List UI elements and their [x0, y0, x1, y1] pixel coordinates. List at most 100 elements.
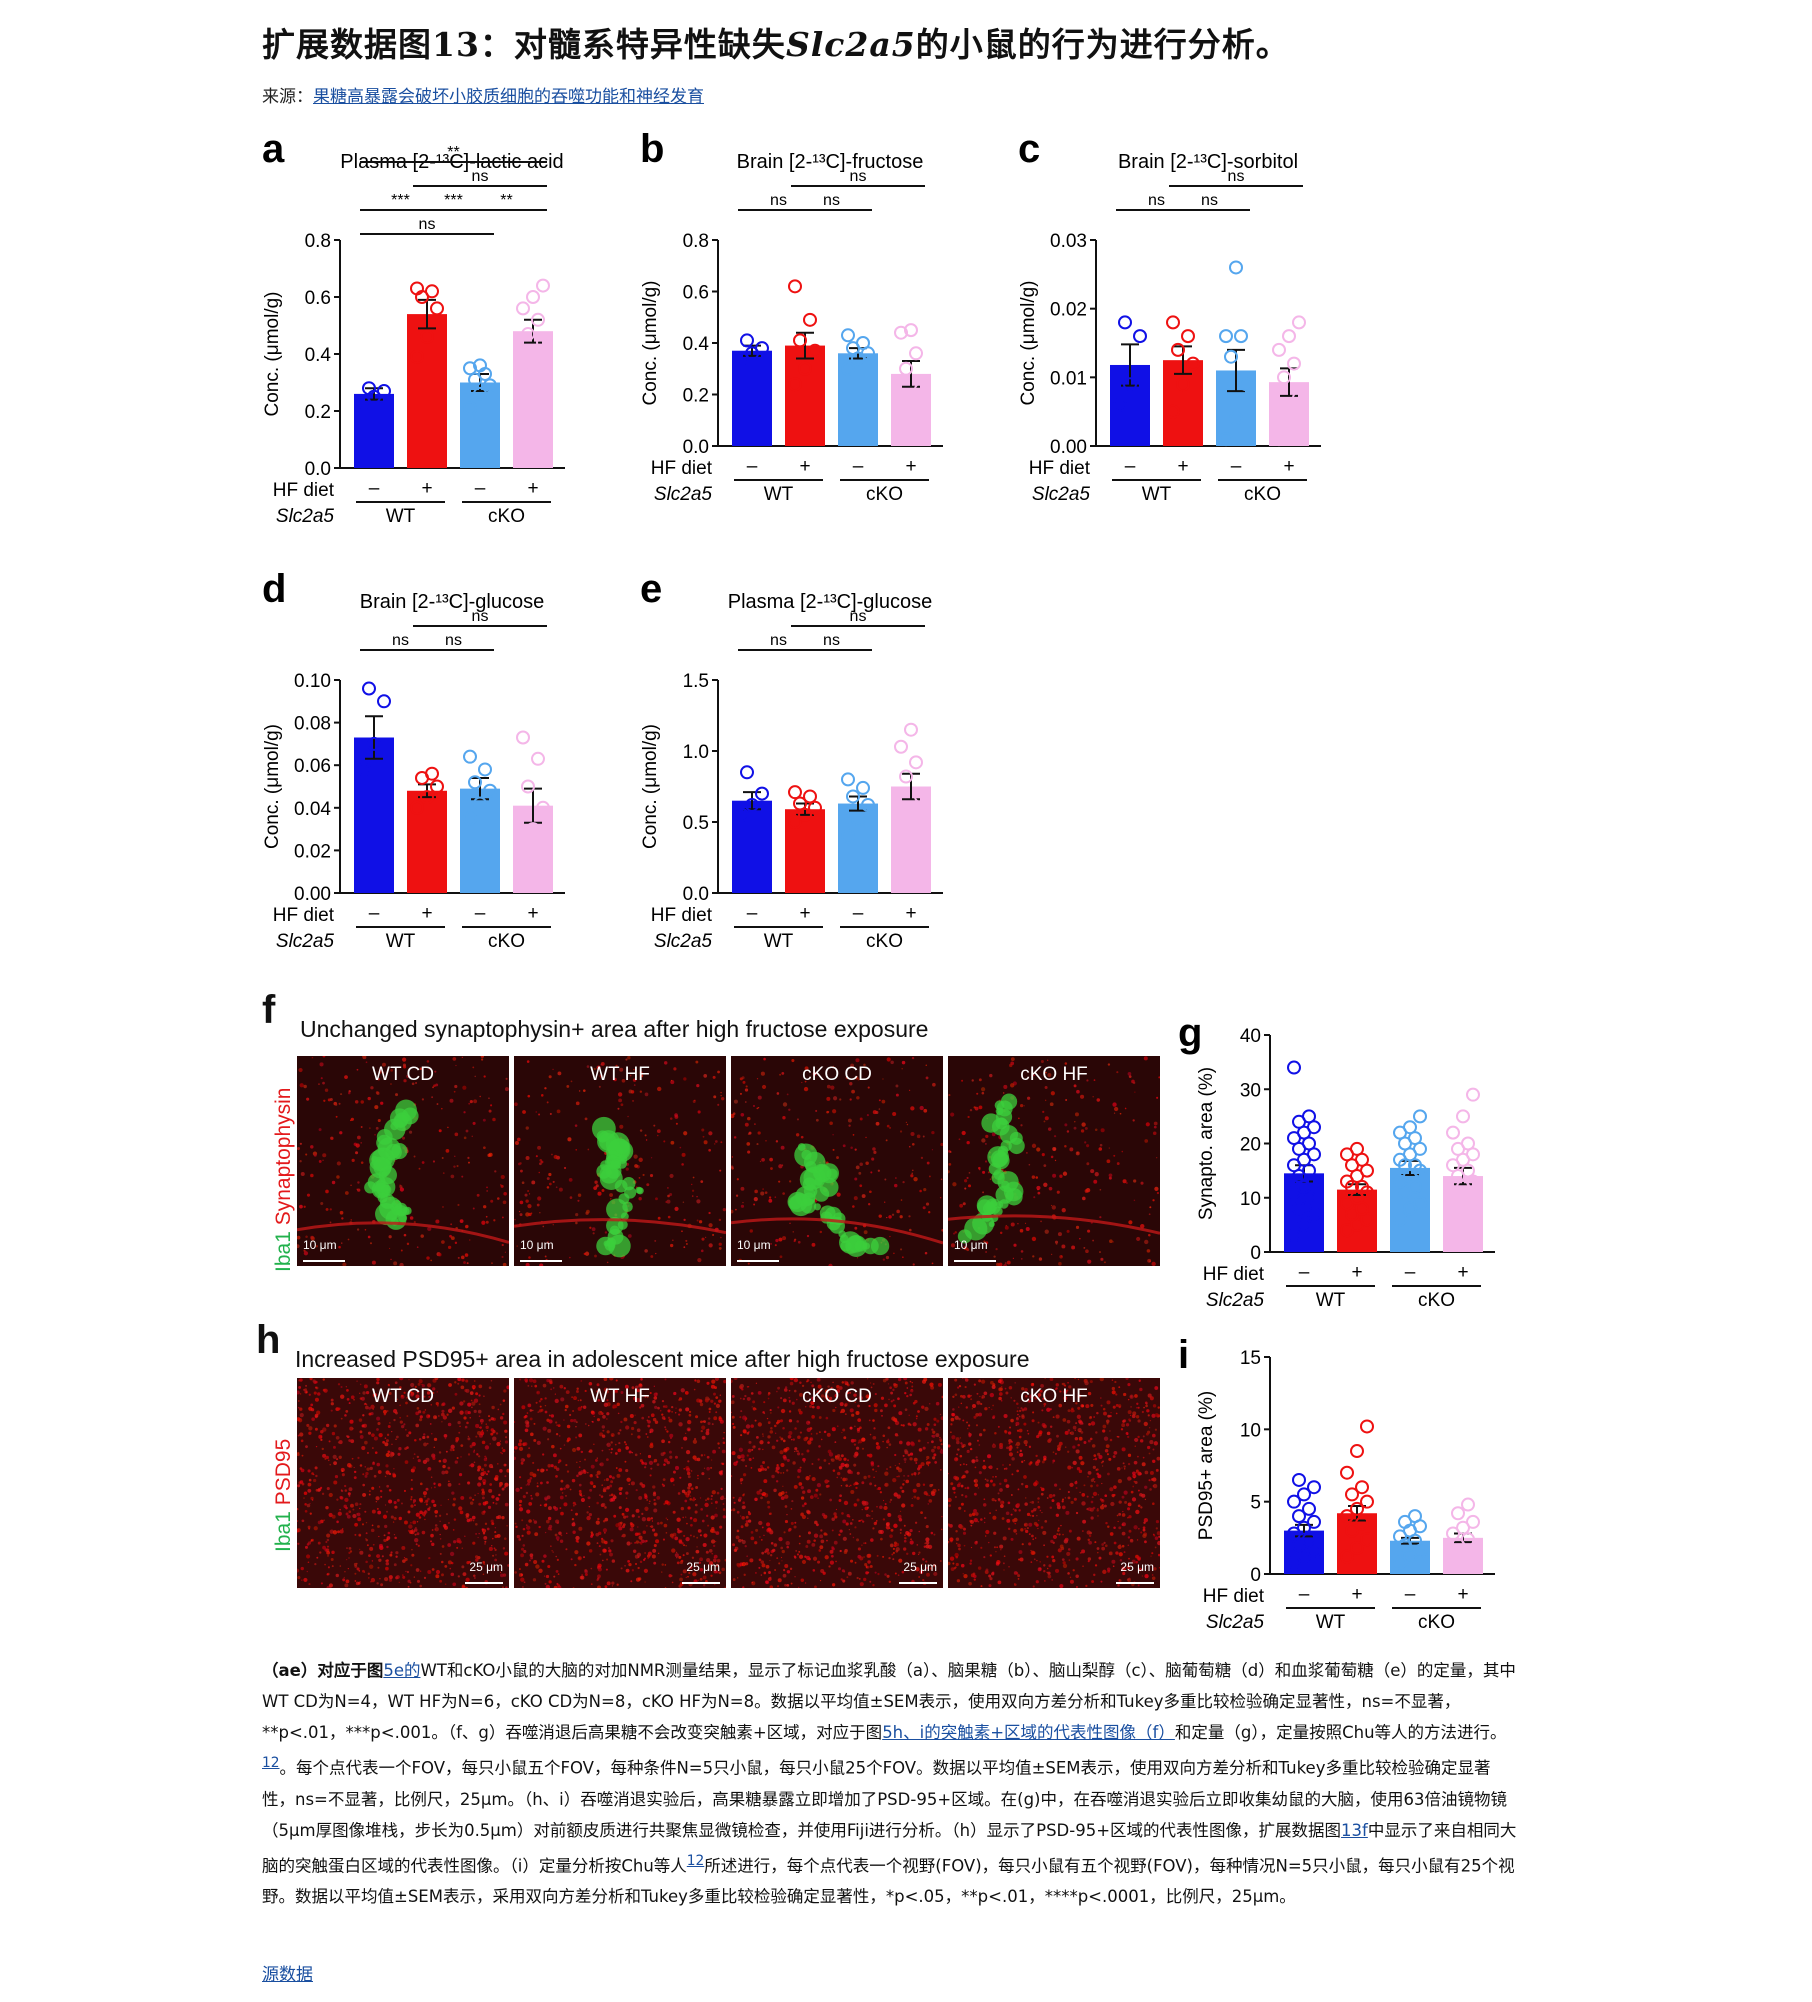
puncta — [834, 1441, 837, 1443]
puncta — [1104, 1544, 1108, 1548]
puncta — [480, 1468, 485, 1472]
puncta — [892, 1388, 895, 1392]
puncta — [557, 1071, 562, 1076]
puncta — [1125, 1182, 1128, 1184]
puncta — [644, 1249, 648, 1253]
puncta — [742, 1494, 745, 1497]
puncta — [320, 1438, 323, 1441]
puncta — [525, 1199, 529, 1203]
puncta — [535, 1155, 538, 1158]
puncta — [441, 1412, 445, 1417]
puncta — [344, 1571, 346, 1573]
data-point — [526, 822, 540, 837]
puncta — [797, 1450, 799, 1452]
puncta — [890, 1528, 894, 1532]
puncta — [325, 1540, 328, 1543]
micrograph-label: WT HF — [590, 1386, 650, 1407]
puncta — [650, 1467, 653, 1470]
puncta — [910, 1538, 912, 1541]
puncta — [604, 1231, 608, 1234]
puncta — [409, 1581, 412, 1584]
puncta — [715, 1541, 717, 1543]
puncta — [519, 1378, 522, 1381]
puncta — [969, 1108, 973, 1112]
puncta — [575, 1426, 577, 1428]
puncta — [593, 1415, 595, 1418]
puncta — [373, 1474, 377, 1478]
puncta — [555, 1536, 560, 1540]
data-point — [808, 343, 822, 358]
puncta — [299, 1393, 302, 1395]
puncta — [955, 1562, 959, 1567]
puncta — [679, 1476, 682, 1479]
data-point — [904, 323, 918, 338]
puncta — [421, 1161, 425, 1164]
puncta — [310, 1403, 314, 1407]
puncta — [732, 1422, 735, 1426]
data-point — [1292, 1538, 1306, 1553]
puncta — [517, 1162, 521, 1166]
puncta — [721, 1096, 725, 1101]
puncta — [428, 1506, 431, 1509]
puncta — [1046, 1571, 1048, 1573]
puncta — [1054, 1240, 1059, 1244]
puncta — [548, 1414, 551, 1417]
puncta — [792, 1461, 796, 1465]
puncta — [796, 1118, 800, 1121]
source-link[interactable]: 果糖高暴露会破坏小胶质细胞的吞噬功能和神经发育 — [313, 87, 704, 106]
puncta — [631, 1426, 635, 1431]
puncta — [1112, 1102, 1117, 1107]
puncta — [839, 1494, 842, 1498]
puncta — [300, 1439, 304, 1443]
data-point — [846, 789, 860, 804]
puncta — [759, 1488, 763, 1492]
puncta — [926, 1458, 928, 1461]
puncta — [481, 1490, 485, 1494]
puncta — [439, 1520, 441, 1523]
sig-label: *** — [391, 192, 410, 209]
puncta — [1152, 1433, 1156, 1438]
puncta — [1032, 1255, 1035, 1258]
puncta — [738, 1496, 742, 1501]
puncta — [801, 1504, 805, 1508]
puncta — [781, 1549, 785, 1554]
puncta — [1112, 1455, 1116, 1458]
puncta — [580, 1497, 586, 1503]
puncta — [721, 1567, 725, 1572]
puncta — [640, 1074, 644, 1078]
data-point — [1234, 329, 1248, 344]
puncta — [305, 1554, 311, 1559]
puncta — [310, 1145, 314, 1149]
puncta — [752, 1400, 756, 1404]
data-point — [1456, 1109, 1470, 1124]
puncta — [931, 1130, 935, 1135]
puncta — [836, 1476, 839, 1479]
puncta — [679, 1146, 682, 1149]
puncta — [829, 1560, 835, 1565]
puncta — [588, 1505, 591, 1508]
puncta — [328, 1512, 333, 1518]
puncta — [572, 1410, 574, 1412]
puncta — [884, 1573, 887, 1576]
puncta — [362, 1483, 366, 1487]
puncta — [791, 1499, 794, 1503]
puncta — [346, 1388, 349, 1392]
puncta — [1128, 1529, 1132, 1533]
puncta — [674, 1113, 678, 1117]
puncta — [482, 1479, 487, 1484]
scale-bar — [520, 1260, 562, 1262]
puncta — [624, 1564, 626, 1567]
puncta — [672, 1239, 674, 1242]
puncta — [431, 1542, 435, 1547]
puncta — [563, 1419, 565, 1421]
puncta — [739, 1397, 742, 1400]
puncta — [681, 1152, 686, 1157]
puncta — [1067, 1548, 1071, 1551]
puncta — [733, 1378, 738, 1380]
puncta — [864, 1542, 867, 1545]
puncta — [371, 1433, 375, 1437]
puncta — [824, 1555, 829, 1560]
puncta — [979, 1395, 981, 1398]
puncta — [317, 1520, 322, 1525]
puncta — [828, 1462, 831, 1465]
